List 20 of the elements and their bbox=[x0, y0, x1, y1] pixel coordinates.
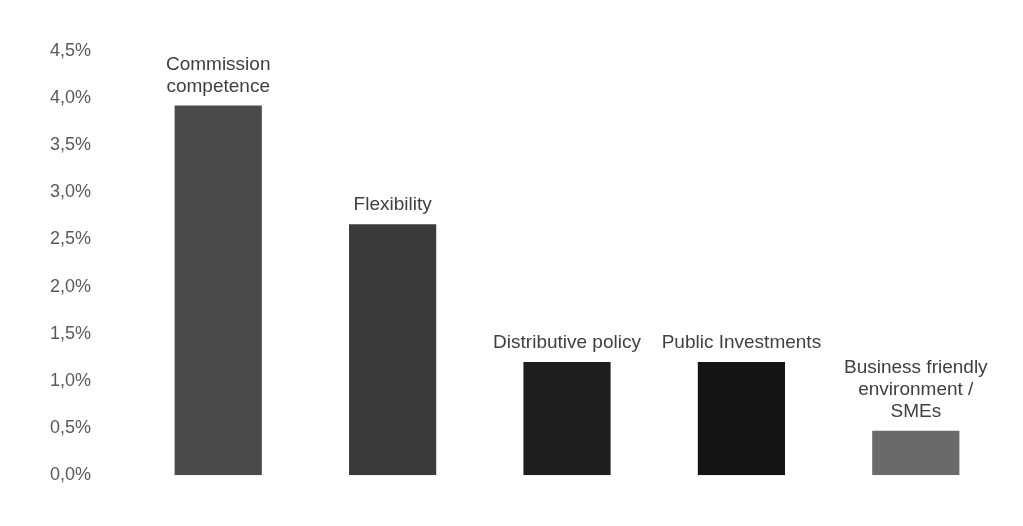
bar bbox=[174, 105, 262, 476]
x-tick-label: Business friendly environment / SMEs bbox=[843, 355, 989, 421]
y-tick-label: 1,0% bbox=[50, 369, 92, 390]
y-tick-label: 0,0% bbox=[50, 464, 92, 485]
y-tick-label: 4,0% bbox=[50, 86, 92, 107]
y-tick-label: 4,5% bbox=[50, 39, 92, 60]
y-tick-label: 3,5% bbox=[50, 134, 92, 155]
y-tick-label: 2,0% bbox=[50, 275, 92, 296]
x-tick-label: Commission competence bbox=[165, 52, 271, 96]
x-tick-label: Public Investments bbox=[661, 331, 822, 353]
y-tick-label: 2,5% bbox=[50, 228, 92, 249]
bar bbox=[697, 362, 786, 476]
y-tick-label: 0,5% bbox=[50, 417, 92, 438]
bar bbox=[523, 362, 611, 476]
x-tick-label: Flexibility bbox=[353, 193, 433, 215]
x-tick-label: Distributive policy bbox=[493, 331, 642, 353]
y-tick-label: 1,5% bbox=[50, 322, 92, 343]
bar bbox=[349, 224, 437, 476]
bar bbox=[872, 430, 960, 476]
y-tick-label: 3,0% bbox=[50, 181, 92, 202]
